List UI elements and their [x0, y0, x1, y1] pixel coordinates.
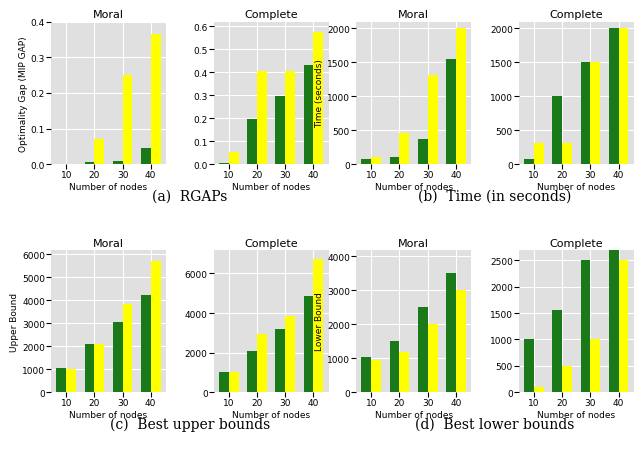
Y-axis label: Upper Bound: Upper Bound — [10, 292, 19, 351]
Bar — [229, 152, 239, 165]
Y-axis label: Time (seconds): Time (seconds) — [316, 60, 324, 128]
Text: (d)  Best lower bounds: (d) Best lower bounds — [415, 417, 575, 431]
Bar — [524, 340, 534, 392]
Bar — [275, 329, 285, 392]
Bar — [618, 29, 628, 165]
Bar — [123, 304, 132, 392]
X-axis label: Number of nodes: Number of nodes — [374, 183, 452, 192]
Bar — [418, 308, 428, 392]
X-axis label: Number of nodes: Number of nodes — [537, 410, 616, 419]
Bar — [123, 76, 132, 165]
Bar — [580, 63, 590, 165]
Title: Moral: Moral — [398, 10, 429, 20]
Bar — [141, 149, 151, 165]
Bar — [285, 72, 295, 165]
X-axis label: Number of nodes: Number of nodes — [69, 410, 148, 419]
Bar — [371, 360, 381, 392]
Text: (b)  Time (in seconds): (b) Time (in seconds) — [419, 189, 572, 203]
Bar — [275, 97, 285, 165]
Title: Moral: Moral — [93, 238, 124, 248]
Bar — [552, 311, 562, 392]
Y-axis label: Lower Bound: Lower Bound — [316, 292, 324, 350]
Bar — [590, 340, 600, 392]
Bar — [456, 291, 466, 392]
Bar — [399, 133, 410, 165]
Bar — [362, 357, 371, 392]
Y-axis label: Optimality Gap (MIP GAP): Optimality Gap (MIP GAP) — [19, 36, 28, 152]
Bar — [113, 322, 123, 392]
Bar — [428, 325, 438, 392]
Bar — [247, 120, 257, 165]
Bar — [56, 368, 67, 392]
Title: Complete: Complete — [244, 10, 298, 20]
Bar — [562, 366, 572, 392]
Bar — [219, 373, 229, 392]
Bar — [418, 139, 428, 165]
Bar — [524, 160, 534, 165]
Bar — [552, 97, 562, 165]
X-axis label: Number of nodes: Number of nodes — [69, 183, 148, 192]
Bar — [229, 373, 239, 392]
Bar — [67, 369, 76, 392]
X-axis label: Number of nodes: Number of nodes — [537, 183, 616, 192]
Bar — [314, 259, 323, 392]
Bar — [590, 63, 600, 165]
Bar — [113, 161, 123, 165]
Title: Complete: Complete — [550, 10, 603, 20]
X-axis label: Number of nodes: Number of nodes — [232, 410, 310, 419]
Bar — [446, 274, 456, 392]
Bar — [247, 351, 257, 392]
Bar — [285, 316, 295, 392]
Bar — [390, 341, 399, 392]
Bar — [84, 344, 95, 392]
Bar — [534, 144, 544, 165]
Text: (a)  RGAPs: (a) RGAPs — [152, 189, 228, 203]
Title: Moral: Moral — [398, 238, 429, 248]
Bar — [314, 33, 323, 165]
Bar — [390, 158, 399, 165]
Bar — [534, 387, 544, 392]
Bar — [141, 295, 151, 392]
Bar — [95, 140, 104, 165]
Bar — [618, 261, 628, 392]
Bar — [399, 352, 410, 392]
Title: Complete: Complete — [550, 238, 603, 248]
Bar — [84, 162, 95, 165]
Bar — [219, 164, 229, 165]
Bar — [609, 29, 618, 165]
Bar — [371, 158, 381, 165]
Bar — [257, 72, 267, 165]
Title: Moral: Moral — [93, 10, 124, 20]
X-axis label: Number of nodes: Number of nodes — [232, 183, 310, 192]
Bar — [95, 344, 104, 392]
Bar — [303, 66, 314, 165]
Bar — [609, 224, 618, 392]
Bar — [580, 261, 590, 392]
Bar — [151, 262, 161, 392]
X-axis label: Number of nodes: Number of nodes — [374, 410, 452, 419]
Bar — [446, 60, 456, 165]
Title: Complete: Complete — [244, 238, 298, 248]
Text: (c)  Best upper bounds: (c) Best upper bounds — [109, 417, 270, 432]
Bar — [562, 144, 572, 165]
Bar — [428, 75, 438, 165]
Bar — [151, 35, 161, 165]
Bar — [456, 29, 466, 165]
Bar — [303, 297, 314, 392]
Bar — [257, 334, 267, 392]
Bar — [362, 159, 371, 165]
